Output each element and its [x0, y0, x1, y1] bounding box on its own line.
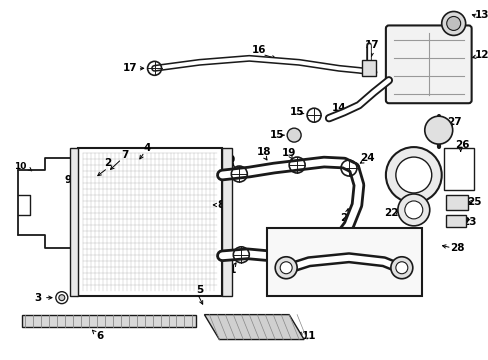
Circle shape: [385, 147, 441, 203]
Bar: [70, 148, 78, 296]
Text: 3: 3: [34, 293, 41, 303]
Text: 11: 11: [301, 330, 316, 341]
FancyBboxPatch shape: [385, 26, 470, 103]
Text: 14: 14: [331, 103, 346, 113]
Text: 19: 19: [222, 155, 236, 165]
Text: 15: 15: [269, 130, 284, 140]
Bar: [443, 148, 473, 190]
Bar: [22, 315, 196, 327]
Text: 8: 8: [217, 200, 224, 210]
Circle shape: [424, 116, 452, 144]
Text: 17: 17: [364, 40, 379, 50]
Bar: [445, 215, 465, 227]
Text: 28: 28: [449, 243, 464, 253]
Text: 2: 2: [104, 158, 111, 168]
Text: 1: 1: [245, 248, 252, 258]
Circle shape: [390, 257, 412, 279]
Text: 21: 21: [339, 213, 353, 223]
Text: 12: 12: [473, 50, 488, 60]
Circle shape: [395, 157, 431, 193]
Circle shape: [395, 262, 407, 274]
Text: 26: 26: [454, 140, 469, 150]
Text: 6: 6: [96, 330, 103, 341]
Text: 9: 9: [64, 175, 71, 185]
Text: 23: 23: [462, 217, 476, 227]
Text: 15: 15: [289, 107, 304, 117]
Text: 21: 21: [222, 265, 236, 275]
Bar: [222, 148, 232, 296]
Text: 24: 24: [359, 153, 373, 163]
Text: 17: 17: [122, 63, 137, 73]
Text: 13: 13: [473, 10, 488, 21]
Bar: [78, 148, 222, 296]
Circle shape: [397, 194, 429, 226]
Text: 16: 16: [251, 45, 266, 55]
Circle shape: [441, 12, 465, 35]
Circle shape: [446, 17, 460, 31]
Text: 29: 29: [266, 237, 281, 247]
Text: 22: 22: [384, 208, 398, 218]
Polygon shape: [204, 315, 304, 339]
Bar: [445, 195, 467, 210]
Text: 20: 20: [313, 233, 327, 243]
Text: 7: 7: [121, 150, 128, 160]
Circle shape: [59, 295, 65, 301]
Bar: [266, 228, 421, 296]
Text: 25: 25: [467, 197, 481, 207]
Circle shape: [56, 292, 68, 303]
Text: 19: 19: [282, 148, 296, 158]
Text: 4: 4: [143, 143, 151, 153]
Text: 29: 29: [386, 237, 400, 247]
Text: 27: 27: [447, 117, 461, 127]
Circle shape: [275, 257, 297, 279]
Text: 5: 5: [195, 285, 203, 295]
Text: 18: 18: [257, 147, 271, 157]
Bar: [361, 60, 375, 76]
Circle shape: [286, 128, 301, 142]
Text: 10: 10: [14, 162, 26, 171]
Circle shape: [280, 262, 291, 274]
Circle shape: [404, 201, 422, 219]
